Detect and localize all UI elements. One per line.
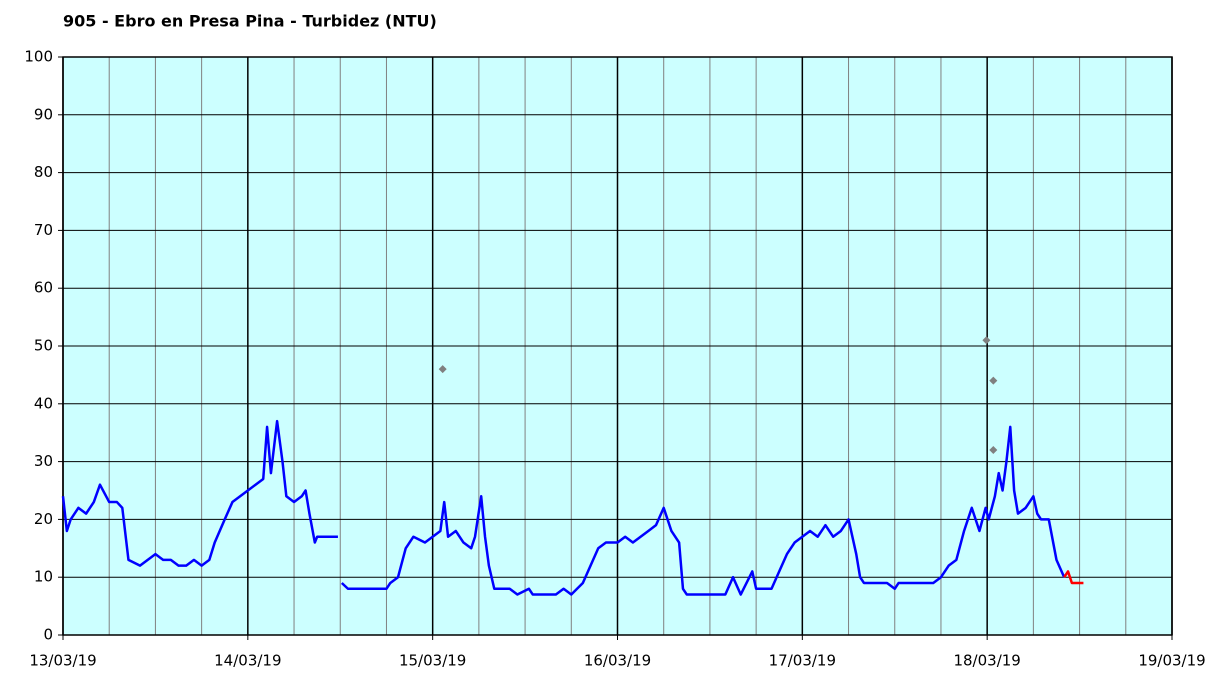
y-tick-label: 60: [34, 279, 53, 297]
plot-border: [62, 56, 1173, 636]
marker: [989, 446, 998, 455]
x-tick-label: 16/03/19: [584, 652, 651, 670]
marker: [982, 336, 991, 345]
series-line: [61, 419, 338, 567]
x-tick-label: 15/03/19: [399, 652, 466, 670]
x-tick-label: 14/03/19: [214, 652, 281, 670]
y-tick-label: 10: [34, 568, 53, 586]
series-line: [340, 425, 1066, 596]
y-tick-label: 50: [34, 337, 53, 355]
y-tick-label: 0: [43, 626, 53, 644]
y-tick-label: 40: [34, 394, 53, 412]
x-tick-label: 19/03/19: [1138, 652, 1205, 670]
y-tick-label: 80: [34, 163, 53, 181]
y-tick-label: 70: [34, 221, 53, 239]
chart-title: 905 - Ebro en Presa Pina - Turbidez (NTU…: [63, 12, 437, 31]
marker: [989, 376, 998, 385]
x-tick-label: 17/03/19: [769, 652, 836, 670]
y-tick-label: 90: [34, 105, 53, 123]
x-tick-label: 18/03/19: [953, 652, 1020, 670]
y-tick-label: 100: [24, 48, 53, 66]
x-tick-label: 13/03/19: [29, 652, 96, 670]
y-tick-label: 30: [34, 452, 53, 470]
series-line: [1063, 570, 1084, 585]
y-tick-label: 20: [34, 510, 53, 528]
marker: [438, 365, 447, 374]
